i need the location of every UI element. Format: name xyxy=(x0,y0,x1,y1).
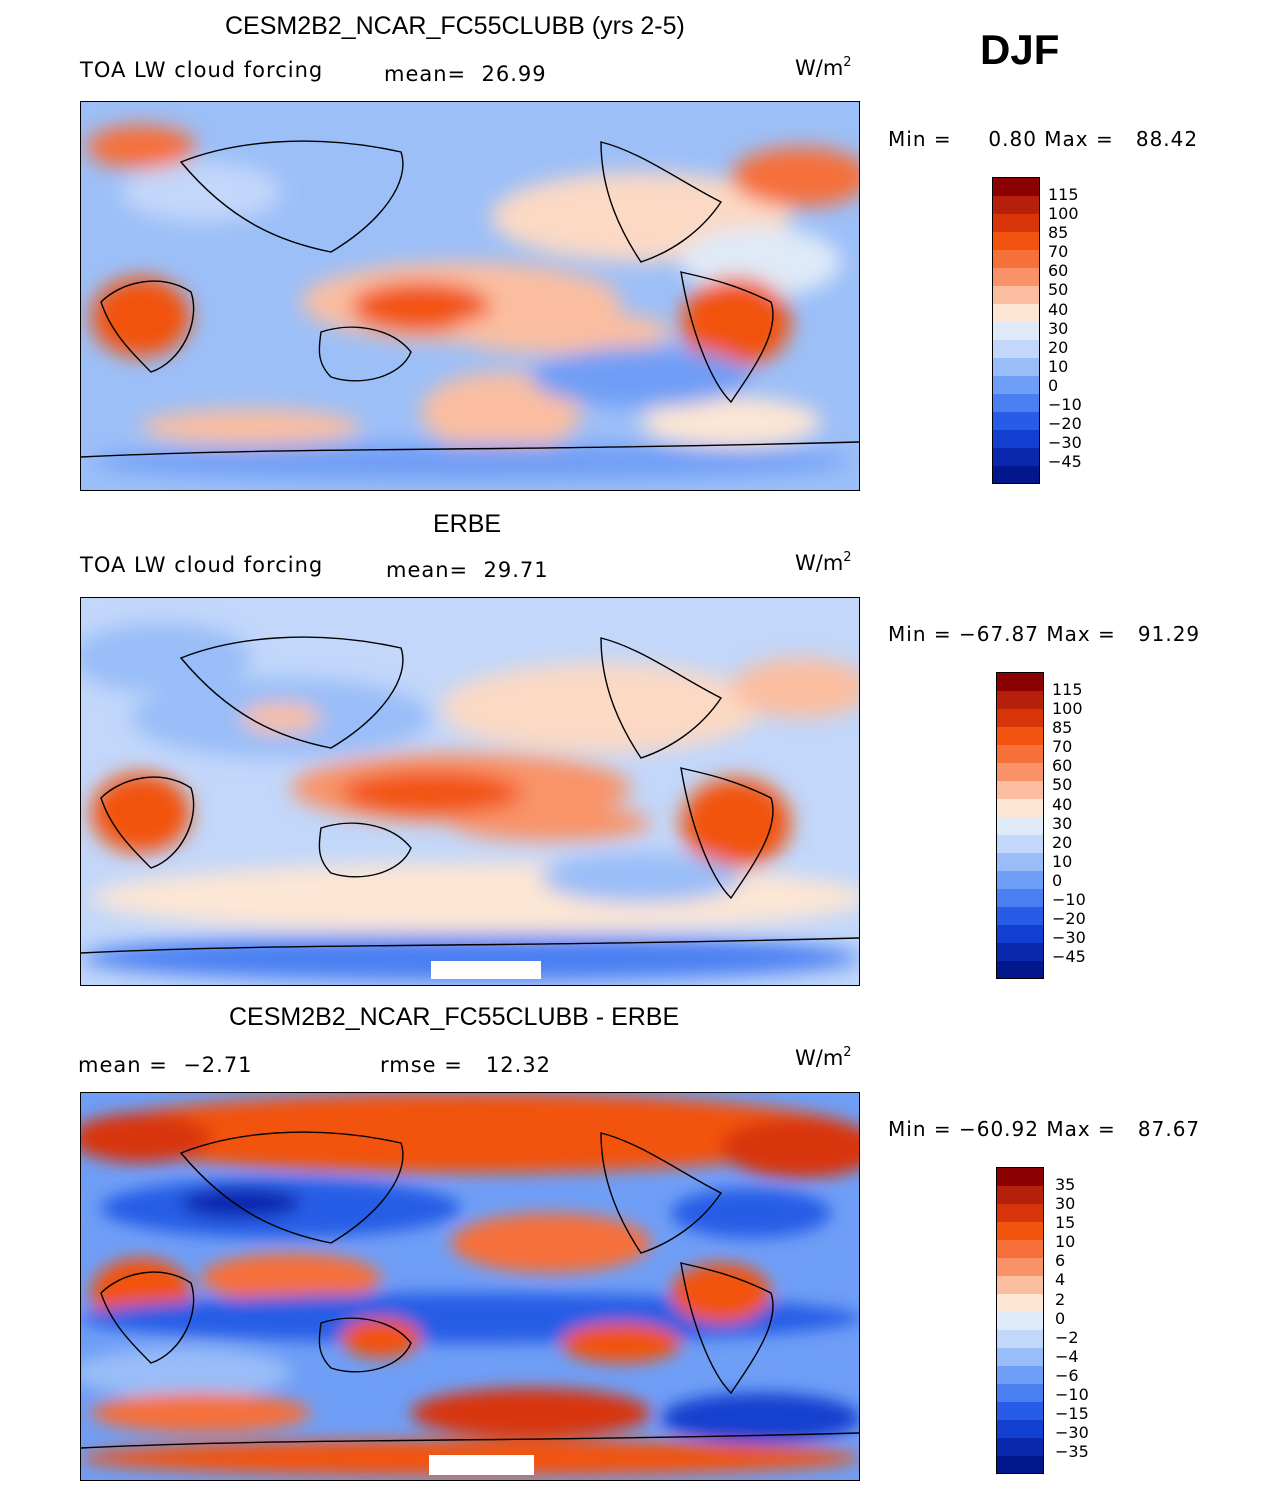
panel3-rmse: rmse = 12.32 xyxy=(380,1053,551,1077)
colorbar-tick: 40 xyxy=(1052,794,1073,814)
panel1-max-label: Max = xyxy=(1044,127,1114,151)
panel2-min-value: −67.87 xyxy=(958,622,1039,646)
panel2-variable: TOA LW cloud forcing xyxy=(80,553,324,577)
colorbar-tick: 70 xyxy=(1052,737,1073,757)
panel1-title: CESM2B2_NCAR_FC55CLUBB (yrs 2-5) xyxy=(225,12,685,40)
panel1-colorbar-labels: 115 100 85 70 60 50 40 30 20 10 0 −10 −20 −30 −45 xyxy=(1048,185,1082,471)
panel3-max-value: 87.67 xyxy=(1137,1117,1201,1141)
panel3-max-label: Max = xyxy=(1046,1117,1116,1141)
panel2-mean-value: 29.71 xyxy=(483,558,549,582)
panel2-colorbar-labels: 115 100 85 70 60 50 40 30 20 10 0 −10 −20 −30 −45 xyxy=(1052,680,1086,966)
colorbar-tick: 50 xyxy=(1048,280,1069,300)
panel2-title: ERBE xyxy=(433,510,502,538)
panel3-mean-label: mean = xyxy=(78,1053,168,1077)
colorbar-tick: −10 xyxy=(1048,395,1082,415)
colorbar-tick: −30 xyxy=(1055,1423,1089,1443)
colorbar-tick: −10 xyxy=(1055,1385,1089,1405)
colorbar-tick: 115 xyxy=(1048,185,1079,204)
panel1-map xyxy=(80,101,860,491)
colorbar-tick: −45 xyxy=(1052,947,1086,967)
colorbar-tick: 15 xyxy=(1055,1213,1076,1233)
panel3-rmse-value: 12.32 xyxy=(485,1053,552,1077)
panel3-title: CESM2B2_NCAR_FC55CLUBB - ERBE xyxy=(229,1003,680,1031)
colorbar-tick: 35 xyxy=(1055,1175,1076,1194)
panel1-mean-value: 26.99 xyxy=(481,62,547,86)
panel3-rmse-label: rmse = xyxy=(380,1053,463,1077)
colorbar-tick: −20 xyxy=(1052,909,1086,929)
colorbar-tick: 2 xyxy=(1055,1289,1066,1309)
panel3-mean: mean = −2.71 xyxy=(78,1053,253,1077)
colorbar-tick: 0 xyxy=(1052,870,1063,890)
panel2-max-label: Max = xyxy=(1046,622,1116,646)
colorbar-tick: −6 xyxy=(1055,1365,1079,1385)
panel3-map xyxy=(80,1092,860,1481)
panel2-minmax: Min = −67.87 Max = 91.29 xyxy=(888,622,1200,646)
colorbar-tick: 10 xyxy=(1055,1232,1076,1252)
panel1-min-label: Min = xyxy=(888,127,952,151)
panel1-colorbar xyxy=(992,177,1040,484)
panel1-units: W/m2 xyxy=(795,55,852,80)
colorbar-tick: −35 xyxy=(1055,1442,1089,1462)
colorbar-tick: −45 xyxy=(1048,452,1082,472)
panel2-units: W/m2 xyxy=(795,550,852,575)
colorbar-tick: 50 xyxy=(1052,775,1073,795)
colorbar-tick: 60 xyxy=(1052,756,1073,776)
panel3-min-label: Min = xyxy=(888,1117,952,1141)
colorbar-tick: 10 xyxy=(1052,851,1073,871)
colorbar-tick: −15 xyxy=(1055,1404,1089,1424)
panel2-mean-label: mean= xyxy=(386,558,469,582)
colorbar-tick: 20 xyxy=(1052,832,1073,852)
panel1-mean-label: mean= xyxy=(384,62,467,86)
colorbar-tick: −10 xyxy=(1052,890,1086,910)
panel3-minmax: Min = −60.92 Max = 87.67 xyxy=(888,1117,1200,1141)
colorbar-tick: 6 xyxy=(1055,1251,1066,1271)
panel3-colorbar xyxy=(996,1167,1044,1474)
panel3-mean-value: −2.71 xyxy=(183,1053,253,1077)
colorbar-tick: 30 xyxy=(1052,813,1073,833)
panel1-max-value: 88.42 xyxy=(1135,127,1199,151)
colorbar-tick: 60 xyxy=(1048,261,1069,281)
panel1-min-value: 0.80 xyxy=(988,127,1037,151)
colorbar-tick: 4 xyxy=(1055,1270,1066,1290)
colorbar-tick: 30 xyxy=(1048,318,1069,338)
colorbar-tick: 0 xyxy=(1048,375,1059,395)
panel2-mean: mean= 29.71 xyxy=(386,558,549,582)
colorbar-tick: −30 xyxy=(1048,433,1082,453)
panel2-min-label: Min = xyxy=(888,622,952,646)
panel3-min-value: −60.92 xyxy=(958,1117,1039,1141)
colorbar-tick: 100 xyxy=(1052,699,1083,719)
colorbar-tick: −20 xyxy=(1048,414,1082,434)
colorbar-tick: −30 xyxy=(1052,928,1086,948)
colorbar-tick: 40 xyxy=(1048,299,1069,319)
panel2-max-value: 91.29 xyxy=(1137,622,1201,646)
colorbar-tick: 85 xyxy=(1048,223,1069,243)
colorbar-tick: 20 xyxy=(1048,337,1069,357)
colorbar-tick: 115 xyxy=(1052,680,1083,699)
panel2-map xyxy=(80,597,860,986)
colorbar-tick: −4 xyxy=(1055,1346,1079,1366)
colorbar-tick: 100 xyxy=(1048,204,1079,224)
season-label: DJF xyxy=(980,26,1060,73)
colorbar-tick: 85 xyxy=(1052,718,1073,738)
panel3-units: W/m2 xyxy=(795,1045,852,1070)
panel3-colorbar-labels: 35 30 15 10 6 4 2 0 −2 −4 −6 −10 −15 −30 −35 xyxy=(1055,1175,1089,1461)
colorbar-tick: 10 xyxy=(1048,356,1069,376)
colorbar-tick: 70 xyxy=(1048,242,1069,262)
colorbar-tick: −2 xyxy=(1055,1327,1079,1347)
colorbar-tick: 30 xyxy=(1055,1194,1076,1214)
colorbar-tick: 0 xyxy=(1055,1308,1066,1328)
panel1-minmax: Min = 0.80 Max = 88.42 xyxy=(888,127,1198,151)
panel1-mean: mean= 26.99 xyxy=(384,62,547,86)
panel2-colorbar xyxy=(996,672,1044,979)
panel1-variable: TOA LW cloud forcing xyxy=(80,58,324,82)
